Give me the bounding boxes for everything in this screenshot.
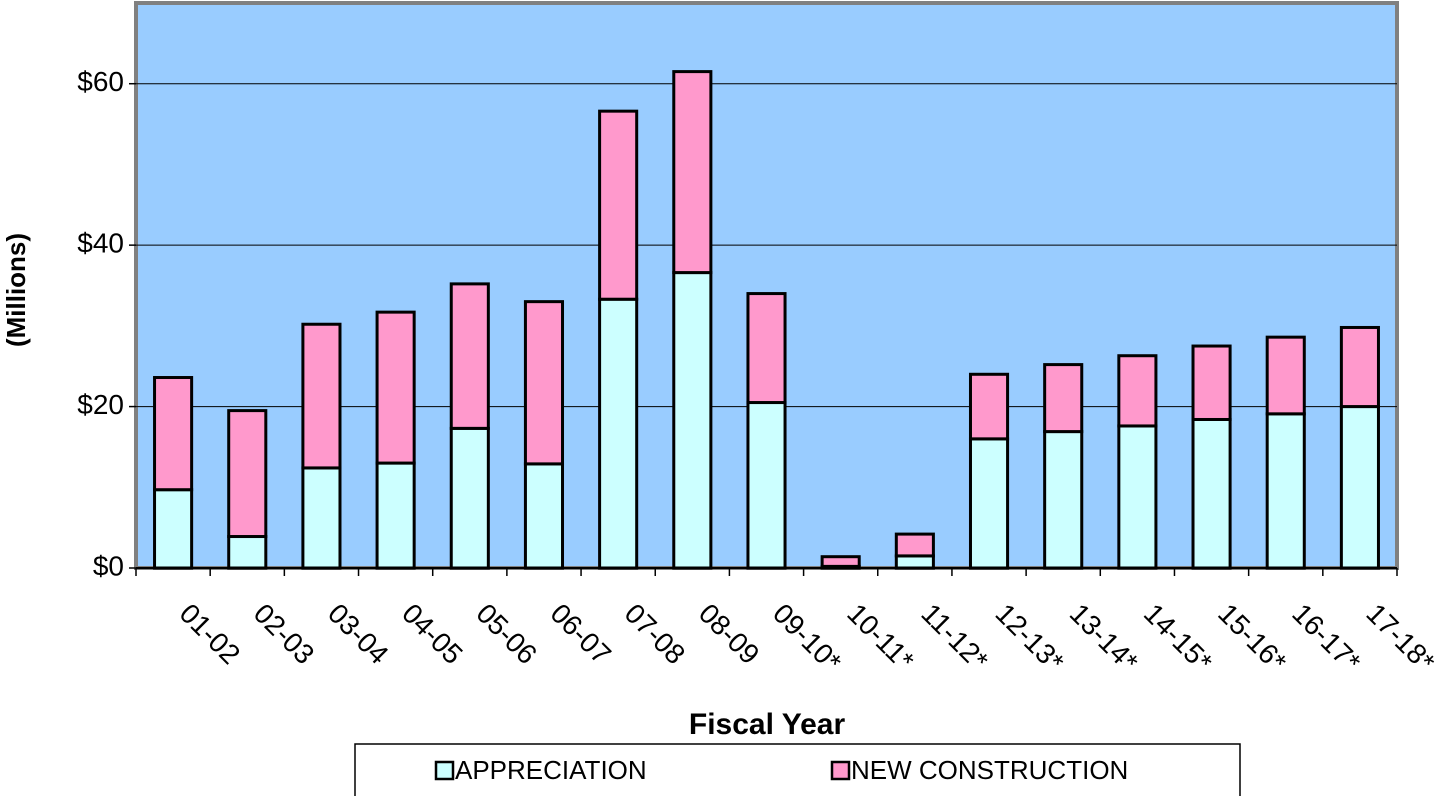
x-axis-title: Fiscal Year: [689, 708, 846, 741]
bar-segment: [820, 555, 861, 568]
legend-swatch: [434, 760, 455, 781]
bar-segment: [1191, 344, 1232, 421]
bar-segment: [523, 300, 565, 466]
y-tick-label: $0: [93, 550, 124, 581]
x-tick-label: 09-10*: [767, 598, 847, 678]
x-tick-label: 13-14*: [1064, 598, 1144, 678]
bar-segment: [1043, 363, 1084, 434]
bar-segment: [894, 532, 935, 558]
bar-segment: [1117, 424, 1158, 570]
legend-label: APPRECIATION: [455, 755, 647, 785]
x-tick-label: 06-07: [545, 598, 618, 671]
x-tick-label: 04-05: [396, 598, 469, 671]
bar-segment: [746, 292, 787, 405]
bar-segment: [1265, 335, 1306, 416]
x-tick-label: 07-08: [619, 598, 692, 671]
bar-segment: [1117, 354, 1158, 428]
bar-segment: [227, 535, 268, 570]
x-tick-label: 05-06: [470, 598, 543, 671]
y-tick-label: $40: [77, 228, 124, 259]
x-tick-label: 14-15*: [1138, 598, 1218, 678]
x-tick-label: 10-11*: [841, 598, 920, 677]
bar-segment: [523, 462, 565, 570]
bar-segment: [1339, 405, 1380, 570]
bar-segment: [449, 282, 490, 430]
bar-segment: [375, 461, 416, 570]
bar-segment: [1265, 412, 1306, 570]
bar-segment: [301, 466, 342, 570]
bar-segment: [375, 310, 416, 465]
bar-segment: [153, 488, 194, 570]
bar-segment: [1339, 325, 1380, 409]
bar-segment: [598, 109, 639, 301]
legend-swatch: [830, 760, 851, 781]
x-tick-label: 12-13*: [990, 598, 1070, 678]
x-tick-label: 03-04: [322, 598, 395, 671]
bar-segment: [301, 322, 342, 470]
bar-segment: [1043, 430, 1084, 570]
x-tick-label: 01-02: [174, 598, 247, 671]
bar-segment: [227, 409, 268, 539]
bar-segment: [894, 554, 935, 570]
legend-label: NEW CONSTRUCTION: [851, 755, 1128, 785]
x-tick-label: 15-16*: [1212, 598, 1292, 678]
bar-segment: [598, 297, 639, 570]
x-tick-label: 17-18*: [1360, 598, 1440, 678]
bar-segment: [672, 271, 713, 570]
y-tick-label: $60: [77, 66, 124, 97]
x-tick-label: 11-12*: [915, 598, 994, 677]
bar-segment: [968, 437, 1010, 570]
y-tick-label: $20: [77, 389, 124, 420]
bar-segment: [746, 401, 787, 570]
bar-segment: [968, 372, 1010, 441]
x-tick-label: 02-03: [248, 598, 321, 671]
x-tick-label: 08-09: [693, 598, 766, 671]
bar-segment: [153, 376, 194, 492]
bar-segment: [1191, 417, 1232, 570]
y-axis-title: (Millions): [1, 233, 31, 347]
x-tick-label: 16-17*: [1286, 598, 1366, 678]
bar-segment: [672, 70, 713, 275]
legend: [354, 743, 1241, 796]
bar-segment: [449, 426, 490, 570]
